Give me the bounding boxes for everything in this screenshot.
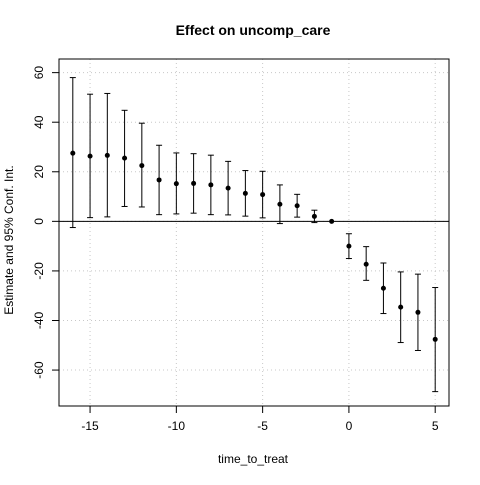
- y-tick-label: -40: [32, 311, 46, 329]
- estimate-with-ci: [363, 246, 370, 281]
- estimate-with-ci: [242, 170, 249, 217]
- estimate-point: [294, 203, 300, 209]
- x-tick-label: -15: [81, 419, 99, 433]
- estimate-point: [277, 201, 283, 207]
- estimate-point: [329, 218, 335, 224]
- estimate-with-ci: [329, 218, 335, 224]
- estimate-point: [380, 285, 386, 291]
- estimate-point: [104, 152, 110, 158]
- x-tick-label: 0: [346, 419, 353, 433]
- grid-lines: [59, 59, 449, 406]
- estimate-with-ci: [173, 152, 180, 215]
- estimate-point: [173, 181, 179, 187]
- estimate-with-ci: [190, 153, 197, 214]
- estimate-with-ci: [414, 273, 421, 351]
- estimate-with-ci: [311, 209, 318, 224]
- y-tick-label: 60: [32, 66, 46, 80]
- estimate-with-ci: [156, 144, 163, 216]
- estimate-with-ci: [121, 109, 128, 207]
- estimate-point: [398, 304, 404, 310]
- chart-title: Effect on uncomp_care: [176, 22, 331, 38]
- estimate-with-ci: [259, 170, 266, 219]
- estimate-with-ci: [380, 262, 387, 315]
- estimate-with-ci: [87, 93, 94, 219]
- x-tick-label: 5: [432, 419, 439, 433]
- estimate-point: [415, 309, 421, 315]
- estimate-point: [432, 336, 438, 342]
- estimate-point: [70, 150, 76, 156]
- y-tick-label: -60: [32, 361, 46, 379]
- estimate-point: [225, 185, 231, 191]
- estimate-point: [260, 192, 266, 198]
- data-marks: [59, 77, 449, 393]
- x-tick-label: -10: [168, 419, 186, 433]
- x-tick-label: -5: [257, 419, 268, 433]
- plot-frame: [58, 58, 450, 407]
- estimate-point: [346, 243, 352, 249]
- y-tick-label: 20: [32, 165, 46, 179]
- y-tick-label: -20: [32, 262, 46, 280]
- y-axis-label: Estimate and 95% Conf. Int.: [2, 165, 16, 314]
- estimate-with-ci: [276, 184, 283, 225]
- estimate-with-ci: [104, 92, 111, 218]
- estimate-with-ci: [225, 160, 232, 216]
- estimate-with-ci: [138, 122, 145, 208]
- estimate-point: [191, 180, 197, 186]
- estimate-point: [208, 182, 214, 188]
- y-tick-label: 40: [32, 115, 46, 129]
- estimate-with-ci: [294, 193, 301, 218]
- estimate-with-ci: [432, 287, 439, 393]
- estimate-point: [311, 213, 317, 219]
- estimate-point: [156, 177, 162, 183]
- estimate-with-ci: [69, 77, 76, 229]
- estimate-point: [139, 163, 145, 169]
- estimate-point: [87, 153, 93, 159]
- estimate-point: [363, 261, 369, 267]
- estimate-point: [122, 155, 128, 161]
- x-axis-label: time_to_treat: [218, 452, 289, 466]
- axes: -15 -10 -5 0 5 -60 -40 -20 0 20 40 60: [32, 66, 439, 433]
- estimate-with-ci: [397, 271, 404, 344]
- estimate-with-ci: [207, 154, 214, 216]
- estimate-point: [242, 190, 248, 196]
- estimate-with-ci: [345, 233, 352, 260]
- y-tick-label: 0: [32, 218, 46, 225]
